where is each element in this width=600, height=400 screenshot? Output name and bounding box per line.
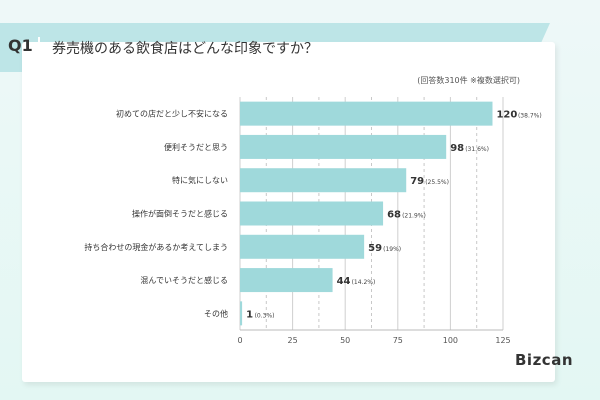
percent-label: (38.7%) bbox=[518, 113, 542, 120]
percent-label: (31.6%) bbox=[465, 146, 489, 153]
bar bbox=[240, 168, 407, 193]
bar bbox=[240, 134, 447, 159]
percent-label: (14.2%) bbox=[352, 279, 376, 286]
percent-label: (19%) bbox=[383, 246, 401, 253]
value-label: 59 bbox=[368, 243, 382, 254]
value-label: 1 bbox=[246, 309, 253, 320]
percent-label: (21.9%) bbox=[402, 213, 426, 220]
category-label: 持ち合わせの現金があるか考えてしまう bbox=[84, 242, 228, 252]
bar bbox=[240, 234, 365, 259]
x-tick-label: 50 bbox=[340, 336, 350, 345]
category-label: その他 bbox=[204, 308, 228, 318]
x-tick-label: 75 bbox=[393, 336, 403, 345]
bar bbox=[240, 268, 333, 293]
bar bbox=[240, 101, 493, 126]
x-tick-label: 25 bbox=[288, 336, 298, 345]
bar bbox=[240, 301, 243, 326]
value-label: 68 bbox=[387, 210, 401, 221]
question-number: Q1 bbox=[8, 36, 33, 55]
category-label: 特に気にしない bbox=[172, 175, 228, 185]
divider bbox=[38, 37, 40, 72]
category-label: 混んでいそうだと感じる bbox=[140, 275, 228, 285]
category-label: 初めての店だと少し不安になる bbox=[116, 109, 228, 119]
percent-label: (0.3%) bbox=[255, 312, 275, 319]
value-label: 79 bbox=[410, 176, 424, 187]
category-label: 操作が面倒そうだと感じる bbox=[132, 209, 228, 219]
x-tick-label: 100 bbox=[443, 336, 458, 345]
bizcan-logo: Bizcan bbox=[515, 351, 573, 369]
x-tick-label: 0 bbox=[237, 336, 242, 345]
value-label: 120 bbox=[496, 110, 517, 121]
value-label: 98 bbox=[450, 143, 464, 154]
x-tick-label: 125 bbox=[495, 336, 510, 345]
respondent-note: (回答数310件 ※複数選択可) bbox=[417, 76, 520, 85]
bar bbox=[240, 201, 384, 226]
category-label: 便利そうだと思う bbox=[164, 142, 228, 152]
value-label: 44 bbox=[337, 276, 351, 287]
page-title: 券売機のある飲食店はどんな印象ですか？ bbox=[52, 41, 318, 57]
percent-label: (25.5%) bbox=[425, 179, 449, 186]
